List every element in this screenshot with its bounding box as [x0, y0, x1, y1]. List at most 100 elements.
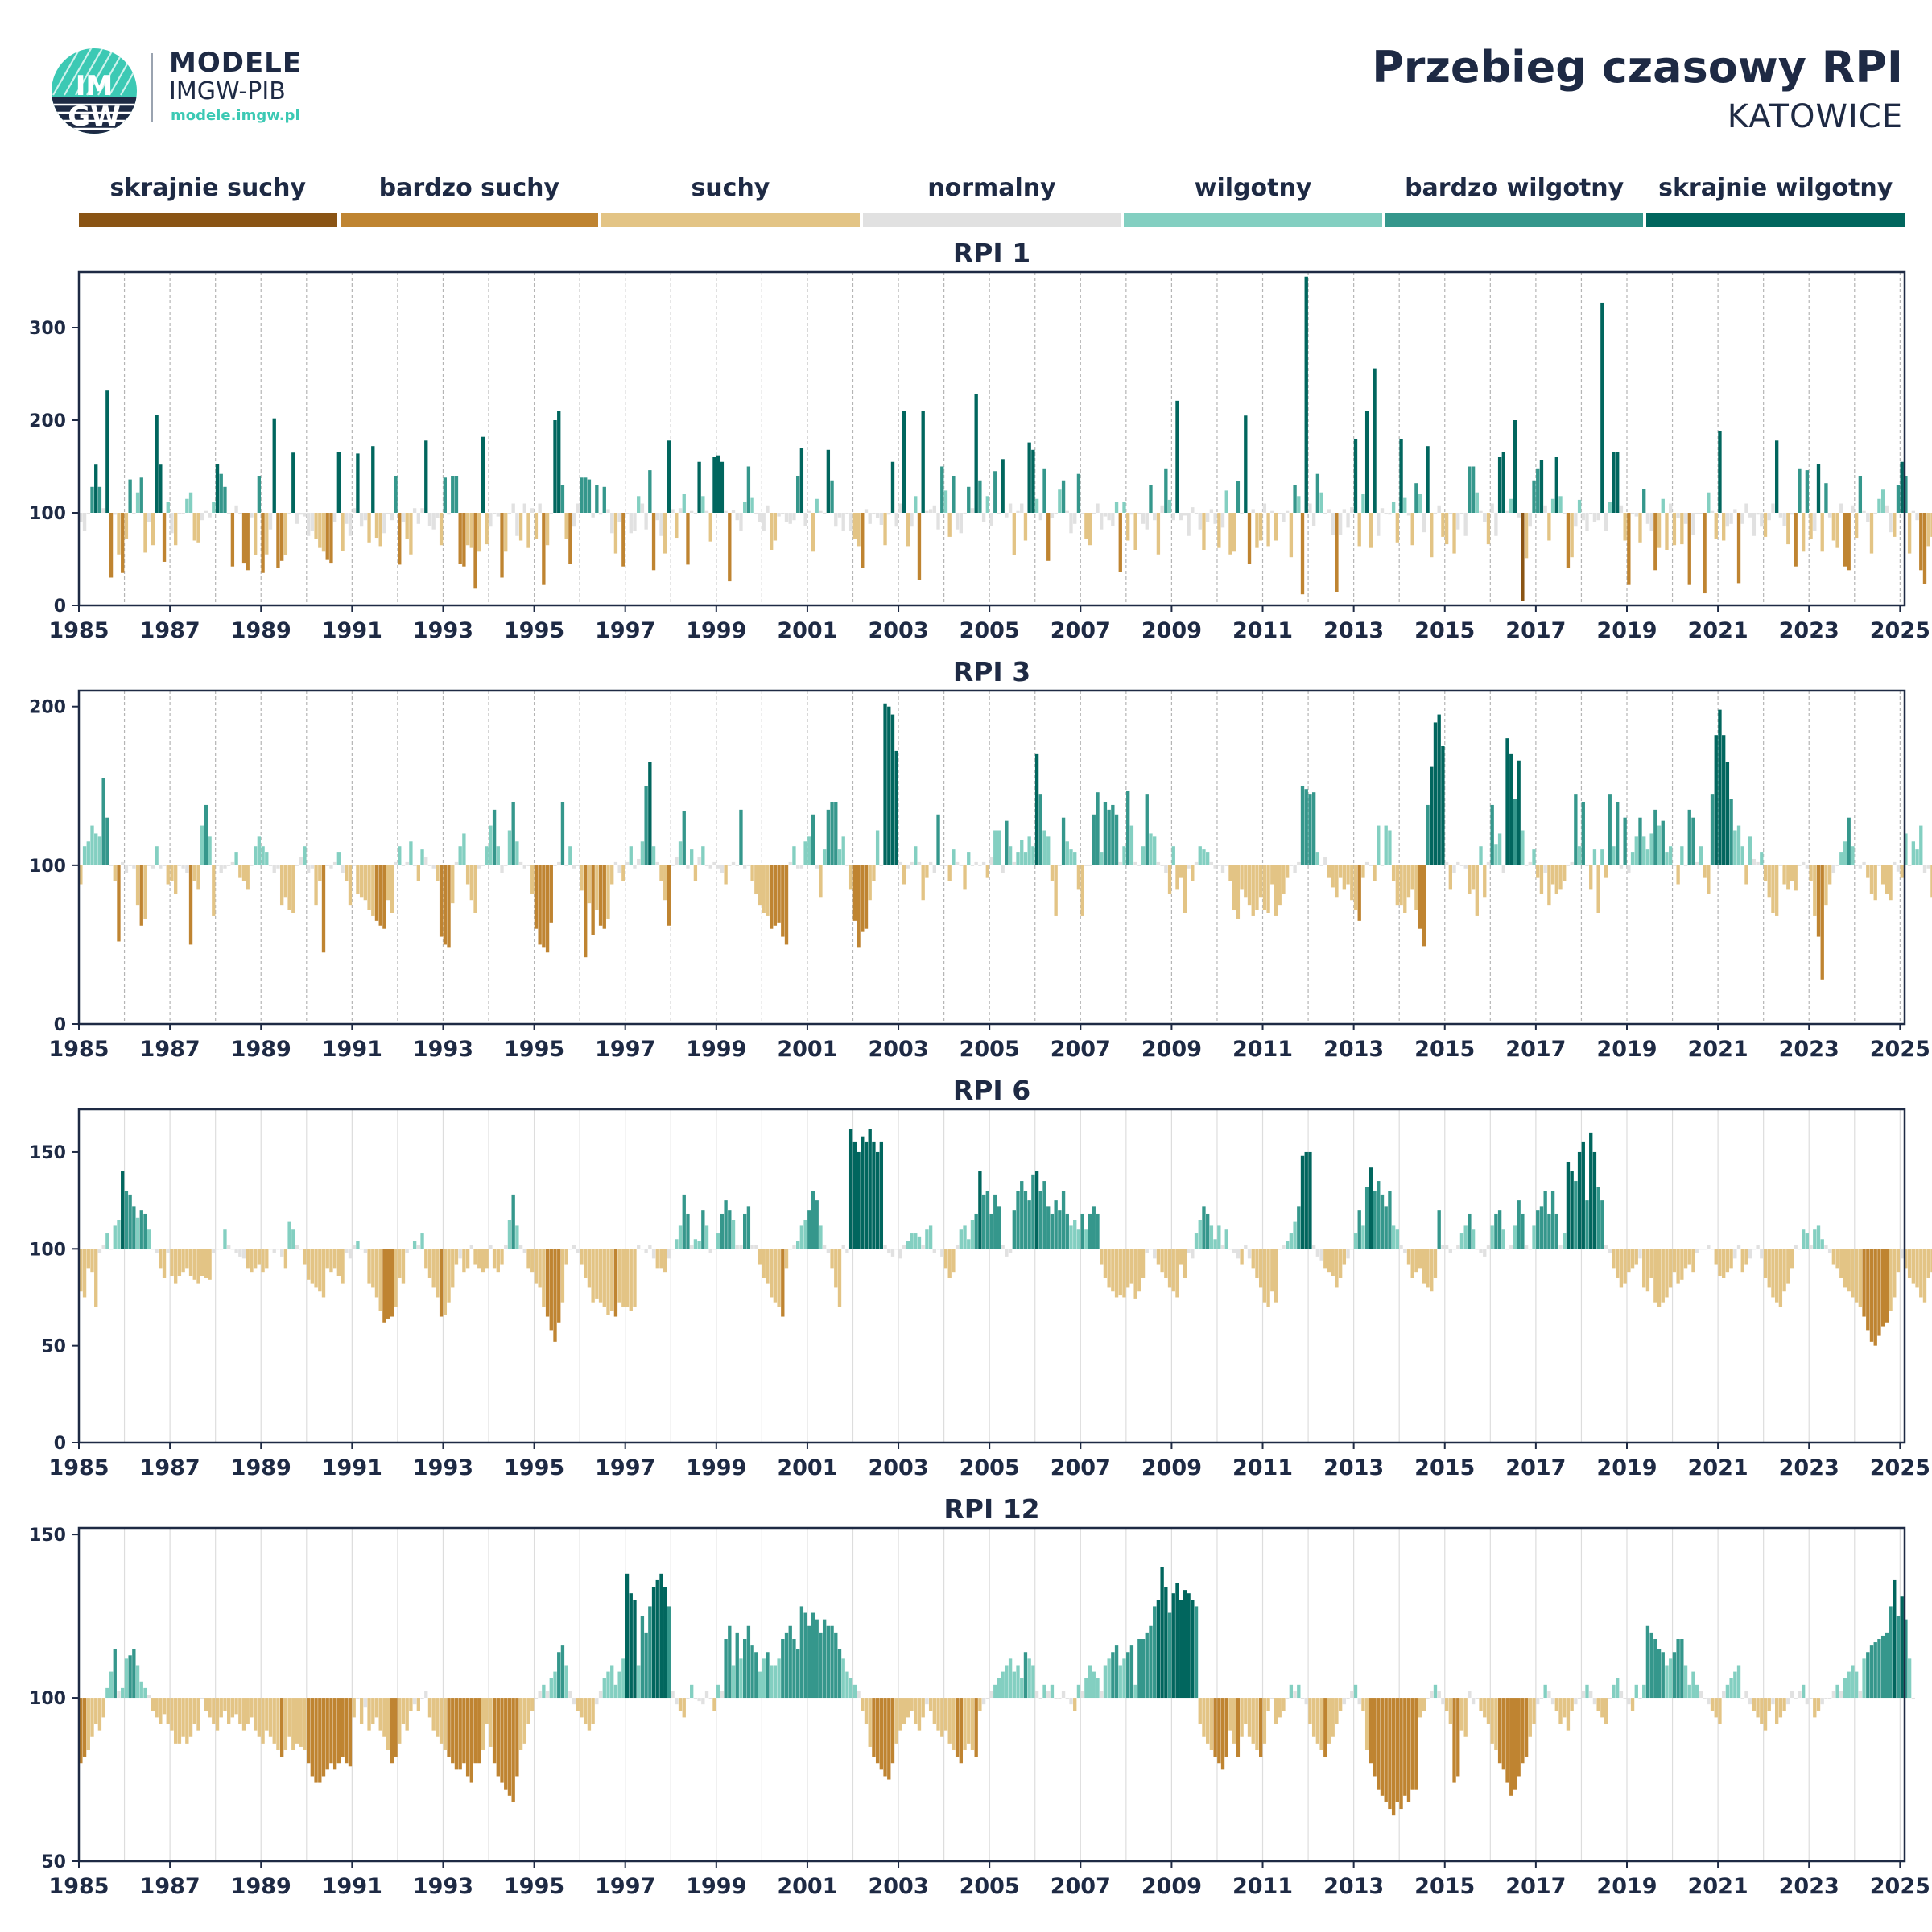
data-bar	[621, 865, 625, 881]
data-bar	[1816, 1225, 1821, 1249]
data-bar	[1232, 865, 1236, 910]
legend-label: bardzo suchy	[378, 174, 560, 202]
data-bar	[530, 1698, 535, 1711]
data-bar	[925, 510, 929, 513]
data-bar	[682, 494, 686, 513]
x-tick-label: 1985	[48, 618, 109, 643]
data-bar	[1683, 513, 1688, 524]
data-bar	[1433, 1249, 1438, 1278]
data-bar	[230, 1698, 235, 1718]
data-bar	[1866, 865, 1870, 878]
data-bar	[1782, 1698, 1786, 1711]
data-bar	[1896, 1249, 1901, 1273]
data-bar	[1088, 1665, 1092, 1699]
data-bar	[1782, 513, 1786, 526]
data-bar	[473, 1249, 477, 1265]
data-bar	[807, 836, 811, 865]
data-bar	[363, 1698, 368, 1708]
brand-subtitle: IMGW-PIB	[169, 77, 286, 105]
data-bar	[1262, 1698, 1267, 1744]
data-bar	[1767, 1249, 1771, 1288]
data-bar	[852, 513, 857, 539]
data-bar	[1657, 1249, 1662, 1307]
data-bar	[1725, 1249, 1730, 1273]
data-bar	[1092, 1671, 1096, 1699]
data-bar	[1406, 513, 1411, 516]
data-bar	[1206, 513, 1210, 522]
data-bar	[1118, 1665, 1122, 1699]
data-bar	[481, 436, 485, 513]
data-bar	[1543, 1684, 1547, 1699]
data-bar	[568, 846, 572, 865]
data-bar	[1137, 513, 1141, 514]
data-bar	[959, 1229, 963, 1249]
data-bar	[1600, 1200, 1604, 1249]
data-bar	[485, 513, 489, 545]
data-bar	[265, 1249, 269, 1269]
x-tick-label: 1993	[413, 1037, 473, 1062]
data-bar	[1103, 1249, 1108, 1278]
data-bar	[682, 1194, 686, 1249]
data-bar	[720, 1213, 724, 1249]
data-bar	[1468, 466, 1472, 513]
data-bar	[458, 1249, 462, 1259]
data-bar	[1410, 1249, 1414, 1278]
data-bar	[1384, 513, 1388, 514]
data-bar	[1202, 1206, 1206, 1249]
data-bar	[1373, 865, 1377, 881]
data-bar	[803, 1220, 807, 1249]
data-bar	[1858, 476, 1863, 513]
data-bar	[830, 1249, 834, 1269]
data-bar	[606, 1249, 610, 1315]
data-bar	[1414, 1249, 1418, 1273]
data-bar	[671, 865, 675, 866]
data-bar	[1020, 503, 1024, 513]
data-bar	[1589, 1690, 1593, 1699]
data-bar	[1585, 865, 1589, 866]
data-bar	[633, 1249, 637, 1307]
data-bar	[1581, 1141, 1585, 1249]
data-bar	[1262, 1249, 1267, 1303]
data-bar	[416, 865, 421, 881]
data-bar	[1885, 1632, 1889, 1699]
data-bar	[174, 1698, 178, 1744]
x-tick-label: 1999	[686, 1037, 746, 1062]
data-bar	[762, 513, 766, 531]
data-bar	[1444, 513, 1449, 545]
data-bar	[1691, 1671, 1695, 1699]
data-bar	[773, 865, 778, 926]
data-bar	[1904, 1249, 1908, 1269]
data-bar	[135, 1665, 140, 1699]
data-bar	[1206, 1213, 1210, 1249]
data-bar	[1206, 852, 1210, 865]
data-bar	[1377, 1698, 1381, 1790]
brand-url[interactable]: modele.imgw.pl	[171, 107, 300, 124]
data-bar	[781, 513, 785, 514]
y-tick-label: 150	[29, 1143, 66, 1163]
data-bar	[1479, 1249, 1483, 1253]
x-tick-label: 1999	[686, 1455, 746, 1480]
data-bar	[993, 1194, 997, 1249]
data-bar	[1452, 865, 1456, 873]
data-bar	[177, 1698, 182, 1744]
data-bar	[716, 1233, 720, 1249]
data-bar	[1486, 861, 1491, 865]
data-bar	[1676, 1639, 1680, 1699]
data-bar	[1430, 513, 1434, 558]
data-bar	[1388, 1698, 1392, 1810]
data-bar	[515, 1225, 519, 1249]
data-bar	[925, 865, 929, 878]
data-bar	[303, 1698, 307, 1750]
x-tick-label: 1987	[140, 1455, 200, 1480]
data-bar	[678, 508, 683, 513]
data-bar	[1486, 1698, 1491, 1724]
data-bar	[162, 1698, 167, 1715]
data-bar	[1851, 505, 1855, 513]
x-tick-label: 2001	[777, 1874, 837, 1899]
data-bar	[1084, 1678, 1088, 1699]
data-bar	[1786, 513, 1790, 545]
data-bar	[822, 513, 827, 514]
data-bar	[1907, 865, 1912, 866]
category-legend: skrajnie suchy bardzo suchy suchy normalny w…	[79, 169, 1905, 227]
